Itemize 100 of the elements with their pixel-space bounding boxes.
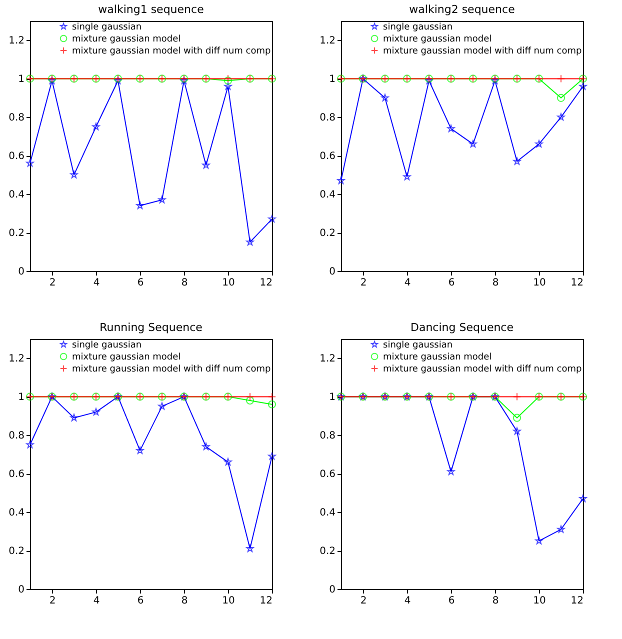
y-tick-label: 0.6 [8,469,24,480]
point [224,458,232,466]
point [246,544,254,552]
y-tick-label: 0.4 [8,190,24,201]
y-tick-label: 1 [329,392,336,404]
x-tick-label: 2 [49,278,56,288]
point [246,392,254,401]
x-tick-label: 2 [360,596,367,606]
y-tick-label: 1.2 [320,36,336,47]
x-tick-label: 2 [49,596,56,606]
legend-label: mixture gaussian model [383,352,492,362]
x-tick-label: 8 [492,596,499,606]
chart-title: walking1 sequence [98,3,204,16]
x-tick-label: 12 [260,596,272,606]
y-tick-label: 0.4 [8,508,24,519]
legend-label: mixture gaussian model with diff num comp [72,364,272,374]
y-tick-label: 1 [18,74,24,86]
point [447,124,455,132]
point [246,396,254,405]
x-tick-label: 12 [260,278,272,288]
y-tick-label: 0.8 [320,430,336,442]
point [92,408,100,416]
point [556,94,566,102]
point [403,172,411,180]
legend-label: mixture gaussian model [383,34,492,44]
point [224,82,232,90]
point [512,414,522,422]
y-tick-label: 0 [18,584,24,596]
y-tick-label: 1.2 [8,354,24,365]
point [513,157,521,165]
point [535,536,543,544]
point [447,468,455,476]
point [158,402,166,410]
point [579,82,587,90]
y-tick-label: 0.2 [320,546,336,558]
point [469,140,477,148]
x-tick-label: 8 [181,278,188,288]
x-tick-label: 4 [93,596,100,606]
legend-label: single gaussian [72,22,142,32]
y-tick-label: 0.8 [320,112,336,124]
x-tick-label: 10 [533,278,546,288]
y-tick-label: 1 [18,392,24,404]
x-tick-label: 12 [570,596,584,606]
legend-label: mixture gaussian model [72,352,181,362]
point [268,215,276,222]
x-tick-label: 6 [137,596,144,606]
y-tick-label: 0.8 [8,112,24,124]
x-tick-label: 8 [181,596,188,606]
legend-label: mixture gaussian model with diff num comp [383,364,582,374]
y-tick-label: 0 [329,584,336,596]
x-tick-label: 8 [492,278,499,288]
point [158,196,166,204]
x-tick-label: 4 [93,278,100,288]
point [556,74,566,83]
point [70,170,78,178]
y-tick-label: 0.2 [8,546,24,558]
chart-title: walking2 sequence [409,3,516,16]
legend-label: mixture gaussian model [72,34,181,44]
point [579,494,587,502]
point [268,392,276,401]
y-tick-label: 0.8 [8,430,24,442]
legend-label: mixture gaussian model with diff num comp [72,46,272,56]
y-tick-label: 0.4 [320,190,336,201]
y-tick-label: 1.2 [320,354,336,365]
point [92,122,100,130]
y-tick-label: 0 [18,266,24,278]
x-tick-label: 12 [570,278,584,288]
y-tick-label: 0.6 [320,151,336,162]
point [26,440,34,448]
y-tick-label: 0.4 [320,508,336,519]
chart-title: Dancing Sequence [410,321,514,334]
legend-label: single gaussian [383,22,453,32]
x-tick-label: 6 [137,278,144,288]
y-tick-label: 0.2 [8,228,24,240]
point [202,161,210,169]
point [512,392,522,401]
point [26,159,34,167]
point [136,202,144,209]
point [337,176,345,184]
point [381,94,389,102]
x-tick-label: 2 [360,278,367,288]
point [557,113,565,121]
point [70,414,78,422]
y-tick-label: 0 [329,266,336,278]
x-tick-label: 10 [533,596,546,606]
y-tick-label: 1 [329,74,336,86]
legend-label: single gaussian [72,340,142,350]
legend-label: mixture gaussian model with diff num comp [383,46,582,56]
y-tick-label: 0.6 [8,151,24,162]
x-tick-label: 4 [404,278,411,288]
legend-label: single gaussian [383,340,453,350]
point [202,442,210,450]
point [246,238,254,246]
point [268,400,276,408]
point [513,427,521,435]
x-tick-label: 6 [448,596,455,606]
x-tick-label: 10 [222,278,235,288]
point [136,446,144,454]
chart-title: Running Sequence [100,321,203,334]
y-tick-label: 0.2 [320,228,336,240]
